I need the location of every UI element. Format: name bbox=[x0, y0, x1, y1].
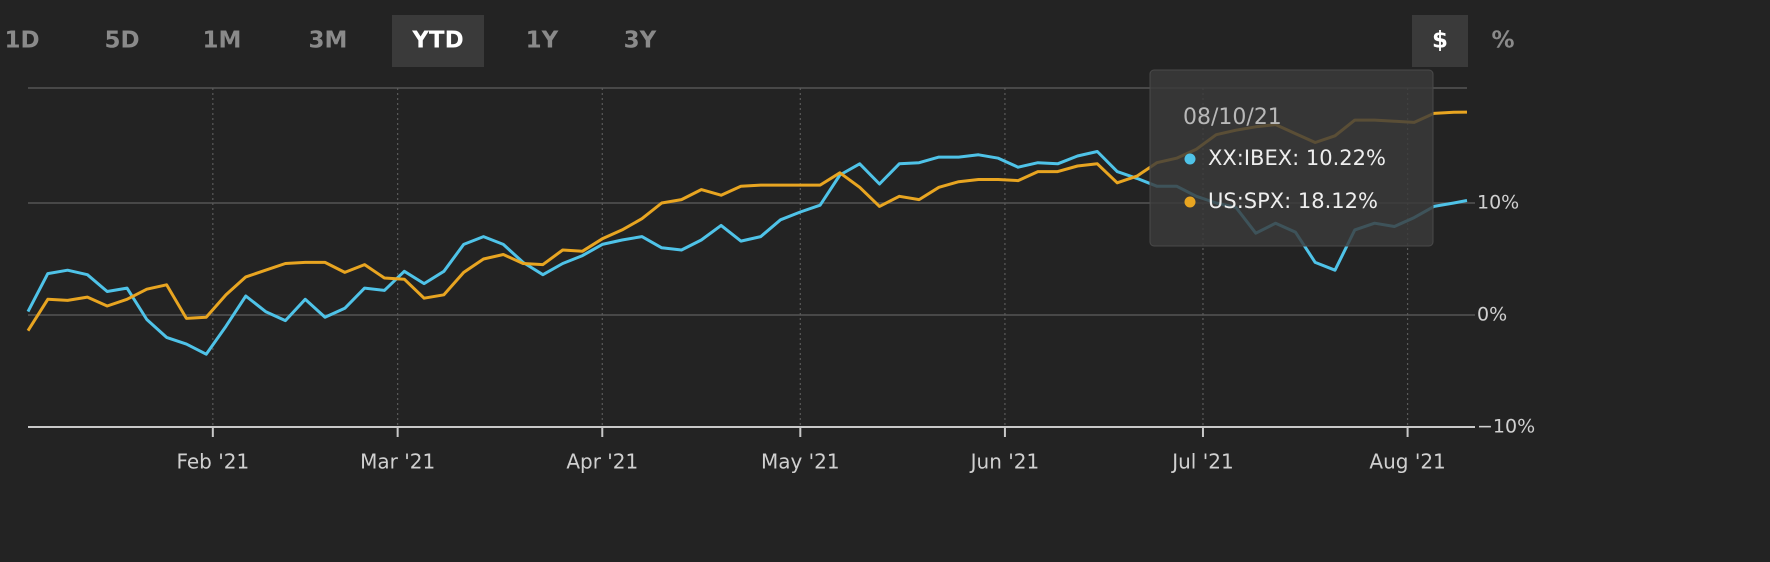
y-tick-label: 0% bbox=[1477, 304, 1507, 326]
unit-button[interactable]: % bbox=[1491, 28, 1514, 54]
tooltip-dot bbox=[1184, 153, 1196, 165]
x-tick-label: Feb '21 bbox=[176, 450, 249, 474]
tooltip-box bbox=[1149, 69, 1434, 247]
tooltip-line: US:SPX: 18.12% bbox=[1208, 189, 1378, 213]
tooltip-date: 08/10/21 bbox=[1183, 105, 1282, 130]
tooltip-dot bbox=[1184, 196, 1196, 208]
x-tick-label: May '21 bbox=[761, 450, 840, 474]
x-tick-label: Apr '21 bbox=[566, 450, 638, 474]
range-button-bg bbox=[392, 15, 484, 67]
y-tick-label: −10% bbox=[1477, 416, 1535, 438]
tooltip-line: XX:IBEX: 10.22% bbox=[1208, 146, 1386, 170]
range-button[interactable]: 1M bbox=[203, 28, 242, 54]
x-tick-label: Jun '21 bbox=[969, 450, 1040, 474]
x-tick-label: Aug '21 bbox=[1369, 450, 1445, 474]
x-tick-label: Jul '21 bbox=[1170, 450, 1233, 474]
range-button[interactable]: 5D bbox=[104, 28, 139, 54]
range-button[interactable]: 3M bbox=[309, 28, 348, 54]
unit-button[interactable]: $ bbox=[1432, 28, 1448, 54]
unit-button-bg bbox=[1412, 15, 1468, 67]
x-tick-label: Mar '21 bbox=[360, 450, 435, 474]
range-button[interactable]: 3Y bbox=[624, 28, 657, 54]
y-tick-label: 10% bbox=[1477, 192, 1519, 214]
range-button[interactable]: 1D bbox=[4, 28, 39, 54]
range-button[interactable]: YTD bbox=[411, 28, 463, 54]
range-button[interactable]: 1Y bbox=[526, 28, 559, 54]
